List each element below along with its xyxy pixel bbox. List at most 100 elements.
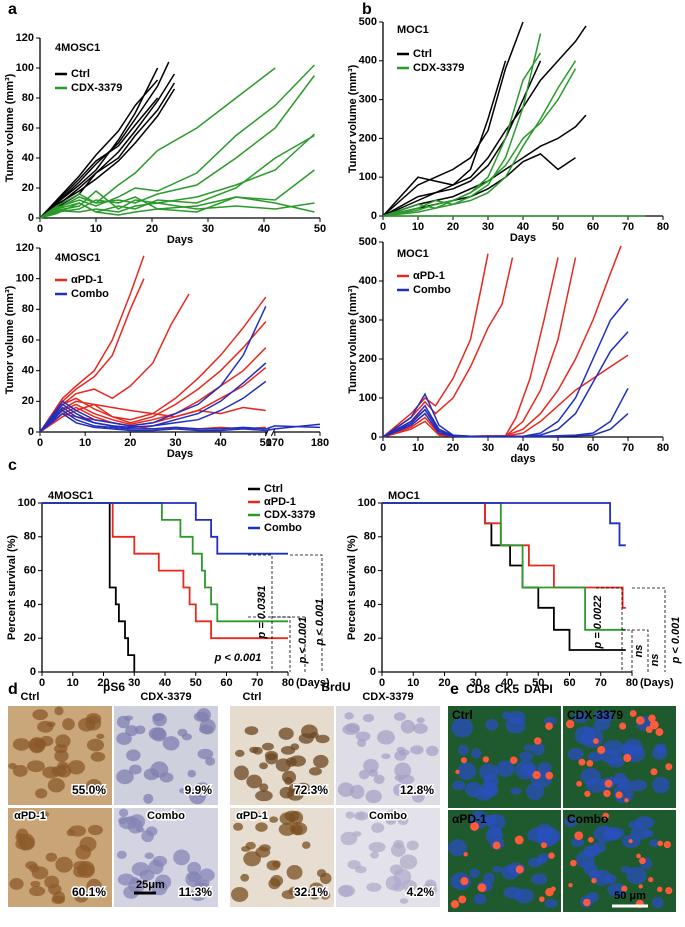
cd8-cell [460, 757, 467, 764]
cell [406, 840, 419, 851]
cell [125, 816, 139, 825]
y-tick-label: 0 [370, 666, 376, 678]
stain-title: BrdU [321, 680, 350, 694]
x-tick-label: 30 [202, 223, 214, 235]
cell [519, 751, 534, 761]
cell [116, 732, 132, 746]
cell [187, 861, 202, 875]
cd8-cell [534, 737, 542, 745]
cd8-cell [515, 865, 524, 874]
y-tick-label: 60 [22, 334, 34, 346]
cd8-cell [482, 756, 490, 763]
cd8-cell [638, 884, 643, 889]
tumor-curve [39, 97, 159, 219]
legend-label: Ctrl [264, 483, 283, 495]
cell [198, 868, 215, 882]
cell [485, 718, 499, 731]
x-tick-label: 170 [266, 437, 284, 449]
cell [370, 851, 379, 859]
cell [259, 783, 269, 792]
tumor-curve [39, 380, 267, 433]
legend-label: CDX-3379 [413, 62, 464, 74]
cd8-cell [665, 887, 673, 895]
p-value: ns [633, 645, 645, 658]
cell [286, 864, 303, 880]
x-tick-label: 50 [532, 677, 544, 689]
cell [233, 822, 244, 831]
x-axis-label: Days [167, 448, 193, 460]
cell [402, 880, 417, 892]
legend-label: αPD-1 [413, 270, 445, 282]
cell [501, 711, 512, 720]
cell [648, 839, 660, 847]
x-tick-label: 10 [412, 442, 424, 454]
survival-curve [42, 502, 288, 640]
y-tick-label: 400 [359, 275, 377, 287]
y-tick-label: 400 [359, 55, 377, 67]
y-tick-label: 500 [359, 16, 377, 28]
cell [28, 863, 40, 873]
tumor-curve [39, 202, 315, 219]
cell [124, 715, 134, 721]
cell [268, 878, 281, 890]
x-tick-label: 60 [587, 442, 599, 454]
cell [536, 823, 553, 836]
cell [73, 888, 89, 903]
cd8-cell [665, 763, 673, 771]
cell [54, 749, 69, 763]
chart-title: 4MOSC1 [55, 252, 100, 264]
cd8-cell [621, 885, 628, 892]
survival-curve [382, 502, 626, 547]
cell [46, 721, 56, 728]
y-axis-label: Tumor volume (mm³) [4, 285, 16, 394]
cell [245, 841, 256, 850]
tumor-curve [382, 21, 524, 217]
bracket [596, 587, 623, 672]
cell [12, 738, 30, 751]
cell [357, 739, 367, 748]
cell [652, 776, 670, 794]
y-tick-label: 60 [22, 122, 34, 134]
cell [344, 712, 354, 720]
cd8-cell [628, 839, 633, 844]
cell [508, 710, 526, 725]
legend-label: Combo [264, 522, 302, 534]
x-tick-label: 60 [220, 677, 232, 689]
cell [617, 777, 632, 790]
cd8-cell [584, 790, 591, 797]
cell [538, 853, 550, 862]
cell [136, 827, 145, 833]
cell [469, 868, 480, 878]
cell [415, 789, 424, 797]
bracket [632, 587, 666, 672]
legend-label: Combo [71, 288, 109, 300]
cell [288, 810, 304, 825]
legend-label: αPD-1 [71, 274, 103, 286]
chart-title: 4MOSC1 [48, 490, 93, 502]
tumor-curve [39, 409, 321, 433]
cd8-cell [649, 720, 659, 730]
x-tick-label: 30 [470, 677, 482, 689]
cell [35, 788, 48, 799]
cell [355, 731, 371, 742]
bracket [272, 616, 306, 672]
legend-label: CDX-3379 [264, 509, 315, 521]
cell [602, 740, 625, 756]
cell [259, 762, 268, 770]
cd8-cell [539, 896, 545, 903]
cd8-cell [545, 771, 554, 780]
x-axis-label: Days [510, 232, 536, 244]
survival-curve [42, 502, 288, 623]
tumor-curve [382, 60, 507, 217]
cd8-cell [477, 883, 487, 893]
cd8-cell [648, 876, 654, 883]
y-tick-label: 100 [18, 497, 36, 509]
x-tick-label: 10 [412, 221, 424, 233]
cd8-cell [586, 760, 594, 767]
tumor-curve [39, 64, 315, 219]
legend-label: αPD-1 [264, 496, 296, 508]
cell [116, 850, 127, 859]
cell [177, 728, 188, 737]
cell [381, 753, 391, 760]
cd8-cell [574, 831, 584, 841]
